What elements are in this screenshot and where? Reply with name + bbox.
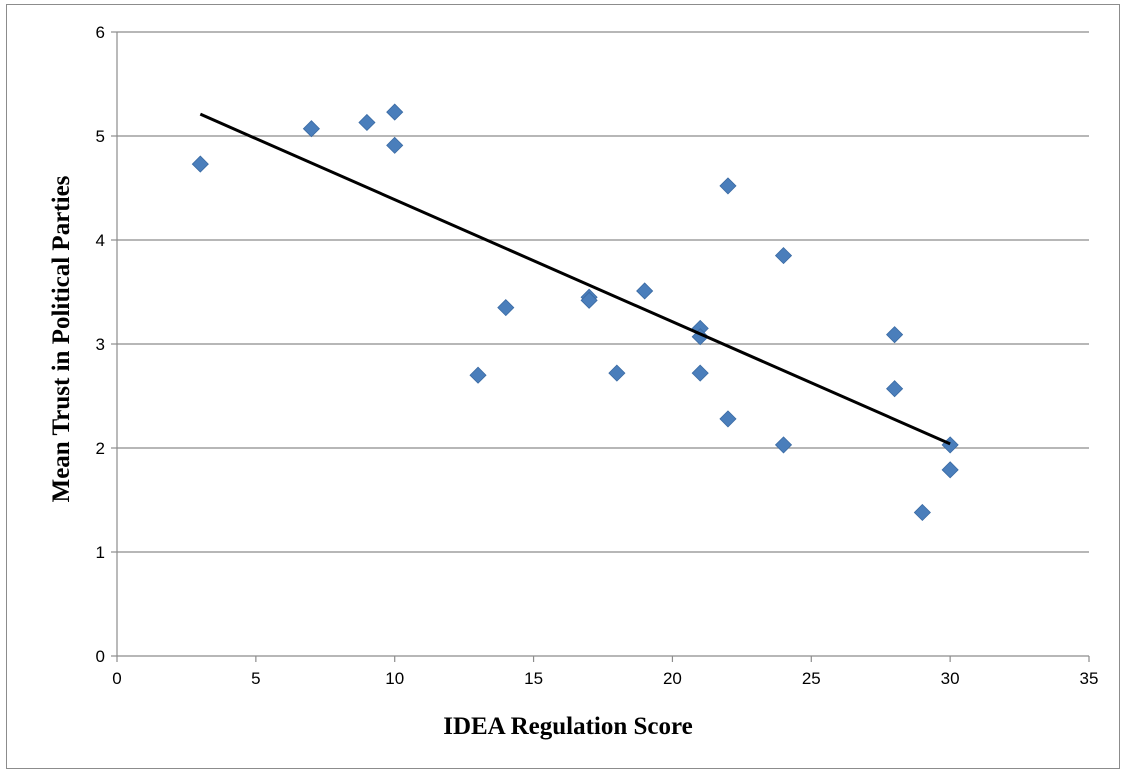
y-tick-label: 4 bbox=[96, 231, 105, 250]
y-tick-label: 2 bbox=[96, 439, 105, 458]
data-points bbox=[191, 103, 959, 522]
data-point bbox=[636, 282, 654, 300]
data-point bbox=[774, 436, 793, 454]
data-point bbox=[719, 177, 737, 195]
x-tick-label: 10 bbox=[385, 669, 404, 688]
data-point bbox=[608, 364, 626, 382]
y-tick-label: 1 bbox=[96, 543, 105, 562]
y-tick-label: 5 bbox=[96, 127, 105, 146]
x-axis-title: IDEA Regulation Score bbox=[443, 713, 693, 740]
data-point bbox=[386, 103, 404, 121]
y-tick-label: 6 bbox=[96, 23, 105, 42]
trendline bbox=[199, 112, 951, 446]
data-point bbox=[886, 380, 904, 398]
trendline-layer bbox=[199, 112, 951, 446]
data-point bbox=[469, 366, 487, 384]
chart-frame: 0 1 2 3 4 5 6 0 5 10 15 20 25 30 35 IDEA Regulation S… bbox=[6, 4, 1120, 769]
x-tick-label: 5 bbox=[251, 669, 260, 688]
data-point bbox=[774, 247, 793, 265]
data-point bbox=[191, 155, 209, 173]
x-tick-label: 20 bbox=[663, 669, 682, 688]
x-tick-label: 0 bbox=[112, 669, 121, 688]
data-point bbox=[386, 136, 404, 154]
y-tick-label: 3 bbox=[96, 335, 105, 354]
data-point bbox=[497, 299, 515, 317]
scatter-chart: 0 1 2 3 4 5 6 0 5 10 15 20 25 30 35 IDEA Regulation S… bbox=[48, 23, 1098, 740]
x-tick-labels: 0 5 10 15 20 25 30 35 bbox=[112, 669, 1098, 688]
data-point bbox=[941, 461, 959, 479]
data-point bbox=[913, 503, 931, 522]
x-tick-label: 15 bbox=[524, 669, 543, 688]
x-tick-label: 35 bbox=[1080, 669, 1099, 688]
data-point bbox=[719, 410, 737, 428]
data-point bbox=[886, 326, 904, 344]
axes bbox=[111, 31, 1090, 662]
y-tick-label: 0 bbox=[96, 647, 105, 666]
x-tick-label: 25 bbox=[802, 669, 821, 688]
gridlines bbox=[117, 31, 1089, 553]
data-point bbox=[358, 113, 376, 132]
y-axis-title: Mean Trust in Political Parties bbox=[48, 175, 75, 502]
data-point bbox=[302, 120, 320, 138]
data-point bbox=[941, 436, 959, 454]
y-tick-labels: 0 1 2 3 4 5 6 bbox=[96, 23, 105, 666]
data-point bbox=[691, 364, 709, 382]
x-tick-label: 30 bbox=[941, 669, 960, 688]
data-point bbox=[580, 291, 598, 309]
